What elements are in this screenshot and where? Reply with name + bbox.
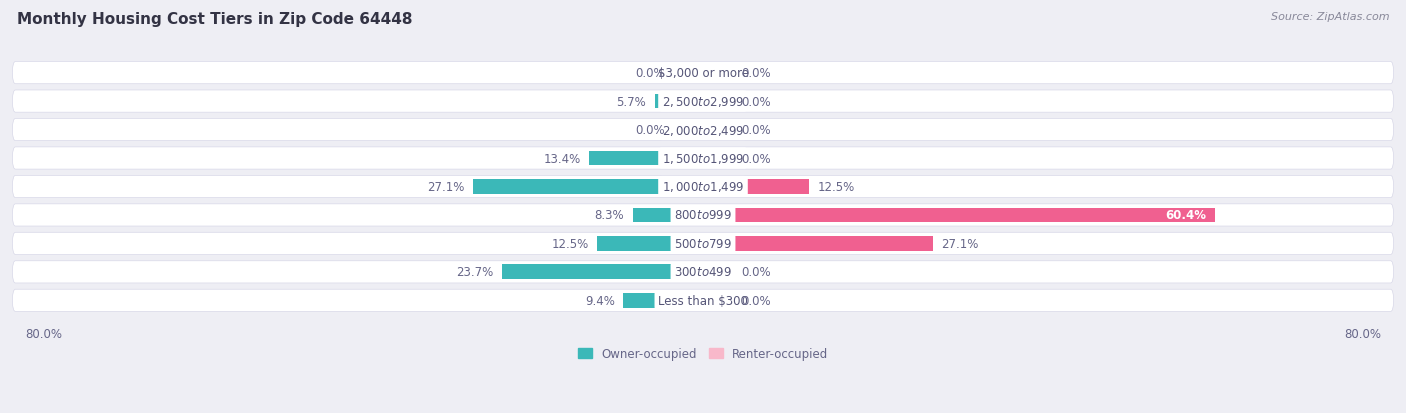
FancyBboxPatch shape xyxy=(13,204,1393,226)
Text: 80.0%: 80.0% xyxy=(1344,328,1381,341)
Text: 80.0%: 80.0% xyxy=(25,328,62,341)
Text: 13.4%: 13.4% xyxy=(544,152,581,165)
Text: 9.4%: 9.4% xyxy=(585,294,614,307)
Legend: Owner-occupied, Renter-occupied: Owner-occupied, Renter-occupied xyxy=(572,342,834,365)
Text: Source: ZipAtlas.com: Source: ZipAtlas.com xyxy=(1271,12,1389,22)
Text: $1,500 to $1,999: $1,500 to $1,999 xyxy=(662,152,744,166)
Text: 27.1%: 27.1% xyxy=(427,180,465,194)
Text: $800 to $999: $800 to $999 xyxy=(673,209,733,222)
Text: 12.5%: 12.5% xyxy=(551,237,589,250)
Text: 8.3%: 8.3% xyxy=(595,209,624,222)
Bar xyxy=(598,236,703,251)
Text: Monthly Housing Cost Tiers in Zip Code 64448: Monthly Housing Cost Tiers in Zip Code 6… xyxy=(17,12,412,27)
Text: 27.1%: 27.1% xyxy=(941,237,979,250)
Bar xyxy=(703,180,808,195)
Text: $2,500 to $2,999: $2,500 to $2,999 xyxy=(662,95,744,109)
FancyBboxPatch shape xyxy=(13,119,1393,141)
FancyBboxPatch shape xyxy=(13,91,1393,113)
FancyBboxPatch shape xyxy=(13,176,1393,198)
Text: 0.0%: 0.0% xyxy=(741,67,770,80)
Bar xyxy=(673,66,703,81)
Bar xyxy=(703,66,733,81)
Text: 5.7%: 5.7% xyxy=(616,95,647,108)
Text: 0.0%: 0.0% xyxy=(741,266,770,279)
Text: 0.0%: 0.0% xyxy=(741,294,770,307)
Bar xyxy=(589,151,703,166)
Bar xyxy=(474,180,703,195)
Text: $1,000 to $1,499: $1,000 to $1,499 xyxy=(662,180,744,194)
Text: 0.0%: 0.0% xyxy=(636,124,665,137)
Bar xyxy=(703,208,1215,223)
Text: 12.5%: 12.5% xyxy=(817,180,855,194)
Bar xyxy=(703,151,733,166)
FancyBboxPatch shape xyxy=(13,261,1393,283)
Bar xyxy=(673,123,703,138)
Bar xyxy=(703,95,733,109)
Text: 0.0%: 0.0% xyxy=(741,124,770,137)
Bar xyxy=(703,236,932,251)
Bar xyxy=(623,293,703,308)
Text: 0.0%: 0.0% xyxy=(636,67,665,80)
Bar xyxy=(703,293,733,308)
Bar xyxy=(655,95,703,109)
Text: $500 to $799: $500 to $799 xyxy=(673,237,733,250)
FancyBboxPatch shape xyxy=(13,147,1393,170)
FancyBboxPatch shape xyxy=(13,233,1393,255)
FancyBboxPatch shape xyxy=(13,290,1393,312)
Text: 23.7%: 23.7% xyxy=(457,266,494,279)
Text: Less than $300: Less than $300 xyxy=(658,294,748,307)
Text: 0.0%: 0.0% xyxy=(741,95,770,108)
Text: $300 to $499: $300 to $499 xyxy=(673,266,733,279)
Text: $2,000 to $2,499: $2,000 to $2,499 xyxy=(662,123,744,137)
Bar xyxy=(633,208,703,223)
Text: 60.4%: 60.4% xyxy=(1166,209,1206,222)
Bar xyxy=(703,123,733,138)
Bar xyxy=(502,265,703,280)
Bar xyxy=(703,265,733,280)
FancyBboxPatch shape xyxy=(13,62,1393,85)
Text: $3,000 or more: $3,000 or more xyxy=(658,67,748,80)
Text: 0.0%: 0.0% xyxy=(741,152,770,165)
